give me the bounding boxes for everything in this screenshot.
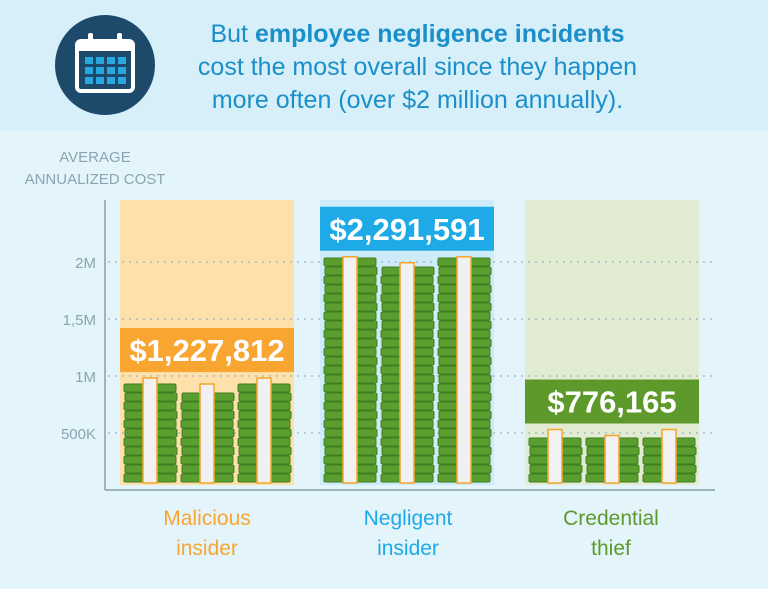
money-stack bbox=[585, 434, 640, 484]
y-tick-label: 500K bbox=[61, 426, 96, 443]
y-tick-label: 2M bbox=[75, 255, 96, 272]
headline-text: cost the most overall since they happen bbox=[197, 53, 638, 81]
money-stack bbox=[437, 256, 492, 484]
y-axis-title: AVERAGE ANNUALIZED COST bbox=[20, 147, 170, 191]
money-band bbox=[399, 262, 415, 484]
money-band bbox=[547, 428, 563, 484]
money-stack bbox=[237, 377, 292, 484]
money-band bbox=[256, 377, 272, 484]
money-stack bbox=[123, 377, 178, 484]
money-band bbox=[142, 377, 158, 484]
value-label: $2,291,591 bbox=[329, 212, 484, 247]
category-label: Negligent insider bbox=[363, 507, 453, 560]
value-label-box bbox=[120, 328, 294, 373]
money-band bbox=[199, 383, 215, 484]
headline-text: more often (over $2 million annually). bbox=[211, 86, 624, 114]
money-band bbox=[661, 428, 677, 484]
money-band bbox=[604, 434, 620, 484]
money-stack bbox=[380, 262, 435, 484]
value-label: $1,227,812 bbox=[129, 333, 284, 368]
y-axis-title-line: ANNUALIZED COST bbox=[24, 171, 166, 188]
value-label: $776,165 bbox=[547, 385, 676, 420]
money-band bbox=[456, 256, 472, 484]
y-axis-title-line: AVERAGE bbox=[59, 149, 131, 166]
money-band bbox=[342, 256, 358, 484]
header-banner: But employee negligence incidents cost t… bbox=[0, 0, 768, 131]
headline-text: But bbox=[210, 20, 255, 48]
money-stack bbox=[180, 383, 235, 484]
category-label: Malicious insider bbox=[163, 507, 251, 560]
money-stack bbox=[528, 428, 583, 484]
headline-emphasis: employee negligence incidents bbox=[254, 20, 625, 48]
money-stack bbox=[323, 256, 378, 484]
value-label-box bbox=[320, 206, 494, 251]
y-tick-label: 1M bbox=[75, 369, 96, 386]
value-label-box bbox=[525, 379, 699, 424]
y-tick-label: 1,5M bbox=[63, 312, 96, 329]
money-stack bbox=[642, 428, 697, 484]
headline: But employee negligence incidents cost t… bbox=[175, 18, 660, 117]
calendar-icon bbox=[55, 15, 155, 115]
category-label: Credential thief bbox=[563, 507, 659, 560]
